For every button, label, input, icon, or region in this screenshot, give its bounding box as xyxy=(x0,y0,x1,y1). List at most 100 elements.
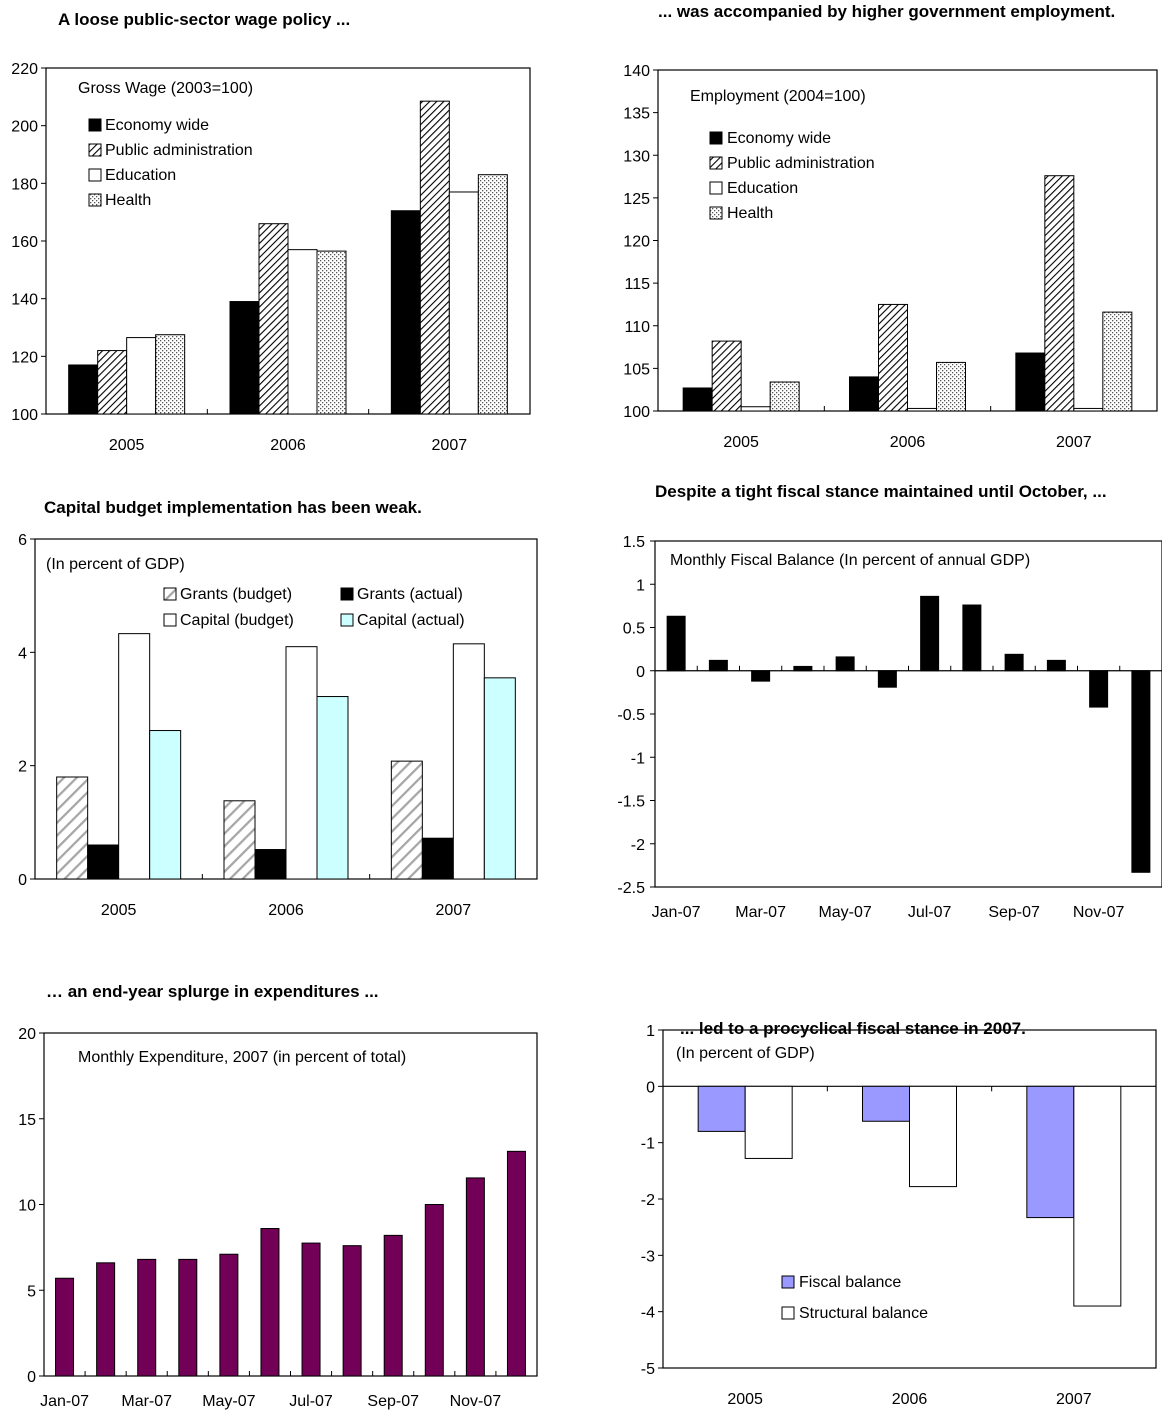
y-tick-label: 180 xyxy=(11,176,38,193)
bar-hatch-2007 xyxy=(1044,175,1075,412)
y-tick-label: 220 xyxy=(11,61,38,78)
bar-Jan-07 xyxy=(55,1277,75,1377)
bar-May-07 xyxy=(219,1253,239,1377)
legend-swatch xyxy=(340,587,354,601)
legend-swatch xyxy=(88,193,102,207)
bar-cyan-2005 xyxy=(149,730,182,880)
bar-white-2007 xyxy=(1073,1085,1122,1307)
y-tick-label: -2.5 xyxy=(617,880,645,897)
chart-capital: 0 2 4 6 2005 2006 2007 (In percent of GDP) Grant… xyxy=(18,532,538,919)
legend-label: Structural balance xyxy=(799,1305,928,1322)
chart-procyclical: -5 -4 -3 -2 -1 0 1 2005 2006 2007 (In percent of G… xyxy=(641,1023,1157,1408)
x-tick-label: Nov-07 xyxy=(1073,904,1125,921)
bar-dots-2006 xyxy=(936,361,966,412)
inner-label: Employment (2004=100) xyxy=(690,88,866,105)
legend-label: Public administration xyxy=(105,142,253,159)
bar-Jul-07 xyxy=(920,595,940,672)
inner-label: (In percent of GDP) xyxy=(676,1045,815,1062)
bar-solid-black-2007 xyxy=(1015,352,1046,412)
bar-white-2005 xyxy=(740,406,771,412)
legend-swatch xyxy=(88,168,102,182)
y-tick-label: 130 xyxy=(623,148,650,165)
legend-label: Grants (actual) xyxy=(357,586,463,603)
legend-label: Fiscal balance xyxy=(799,1274,901,1291)
legend-label: Public administration xyxy=(727,155,875,172)
legend-swatch xyxy=(163,587,177,601)
bar-solid-black-2006 xyxy=(254,849,287,880)
panel-title-capital: Capital budget implementation has been w… xyxy=(44,498,422,517)
panel-title-expenditure: … an end-year splurge in expenditures ..… xyxy=(46,982,379,1001)
y-tick-label: -1 xyxy=(631,750,645,767)
bar-Dec-07 xyxy=(1131,670,1151,873)
x-tick-label: Jul-07 xyxy=(908,904,952,921)
x-tick-label: 2007 xyxy=(436,902,472,919)
x-tick-label: 2006 xyxy=(892,1391,928,1408)
chart-fiscal_monthly: -2.5 -2 -1.5 -1 -0.5 0 0.5 1 1.5 Jan-07 Mar-07 May-… xyxy=(617,534,1162,921)
bar-white-2006 xyxy=(285,646,318,880)
inner-label: (In percent of GDP) xyxy=(46,556,185,573)
bar-solid-black-2005 xyxy=(68,364,99,415)
inner-label: Gross Wage (2003=100) xyxy=(78,80,253,97)
y-tick-label: 140 xyxy=(623,63,650,80)
bar-solid-black-2005 xyxy=(87,844,120,880)
legend-label: Capital (budget) xyxy=(180,612,294,629)
bar-solid-black-2007 xyxy=(421,837,454,880)
y-tick-label: 1 xyxy=(646,1023,655,1040)
legend-label: Education xyxy=(105,167,176,184)
bar-hatch-2005 xyxy=(711,340,742,412)
panel-title-fiscal-monthly: Despite a tight fiscal stance maintained… xyxy=(655,482,1107,501)
y-tick-label: 0 xyxy=(27,1369,36,1386)
legend-swatch xyxy=(781,1275,795,1289)
bar-Aug-07 xyxy=(342,1245,362,1377)
legend-label: Economy wide xyxy=(727,130,831,147)
y-tick-label: 15 xyxy=(18,1112,36,1129)
y-tick-label: -1.5 xyxy=(617,794,645,811)
legend-swatch xyxy=(163,613,177,627)
y-tick-label: 4 xyxy=(18,645,27,662)
bar-Oct-07 xyxy=(424,1204,444,1377)
bar-Apr-07 xyxy=(793,665,813,672)
y-tick-label: 120 xyxy=(11,349,38,366)
plot-frame xyxy=(654,540,1162,888)
y-tick-label: 20 xyxy=(18,1026,36,1043)
bar-lavender-2005 xyxy=(697,1085,746,1132)
x-tick-label: 2007 xyxy=(432,437,468,454)
y-tick-label: 10 xyxy=(18,1198,36,1215)
bar-lavender-2006 xyxy=(862,1085,910,1122)
y-tick-label: -5 xyxy=(641,1361,655,1378)
legend-swatch xyxy=(709,206,723,220)
bar-solid-black-2006 xyxy=(229,301,260,415)
x-tick-label: Jan-07 xyxy=(40,1393,89,1410)
x-tick-label: Mar-07 xyxy=(121,1393,172,1410)
y-tick-label: 2 xyxy=(18,759,27,776)
bar-Dec-07 xyxy=(506,1150,526,1377)
y-tick-label: 100 xyxy=(623,404,650,421)
bar-dots-2006 xyxy=(316,250,347,415)
bar-dots-2007 xyxy=(477,174,508,415)
inner-label: Monthly Expenditure, 2007 (in percent of… xyxy=(78,1049,406,1066)
bar-Jun-07 xyxy=(260,1228,280,1377)
bar-cyan-2006 xyxy=(316,696,349,880)
y-tick-label: 6 xyxy=(18,532,27,549)
chart-expenditure: 0 5 10 15 20 Jan-07 Mar-07 May-07 Jul-07 Sep-07 No… xyxy=(18,1026,538,1410)
bar-Jun-07 xyxy=(877,670,897,688)
bar-Jul-07 xyxy=(301,1242,321,1377)
x-tick-label: 2006 xyxy=(268,902,304,919)
bar-white-2007 xyxy=(1073,407,1104,412)
x-tick-label: Mar-07 xyxy=(735,904,786,921)
bar-solid-black-2005 xyxy=(682,387,713,412)
legend-swatch xyxy=(340,613,354,627)
bar-white-2007 xyxy=(448,191,479,415)
x-tick-label: 2005 xyxy=(727,1391,763,1408)
panel-title-employment: ... was accompanied by higher government… xyxy=(658,2,1116,21)
x-tick-label: May-07 xyxy=(202,1393,255,1410)
y-tick-label: 200 xyxy=(11,119,38,136)
y-tick-label: -2 xyxy=(641,1192,655,1209)
legend-label: Grants (budget) xyxy=(180,586,292,603)
bar-Oct-07 xyxy=(1046,659,1066,672)
bar-solid-black-2006 xyxy=(849,376,879,412)
bar-lavender-2007 xyxy=(1026,1085,1075,1219)
bar-hatch-2005 xyxy=(97,350,128,415)
y-tick-label: 110 xyxy=(624,319,650,336)
x-tick-label: 2005 xyxy=(723,434,759,451)
